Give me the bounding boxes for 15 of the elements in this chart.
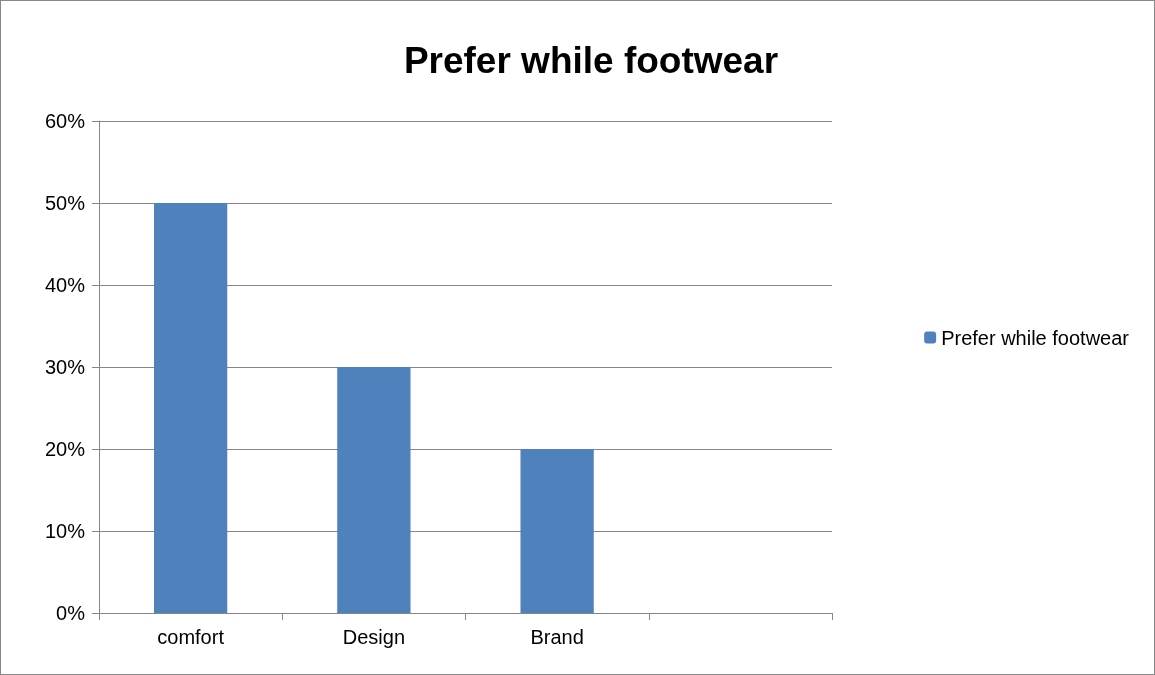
bar: [337, 367, 411, 613]
y-tick-label: 0%: [56, 602, 86, 624]
y-tick-label: 40%: [44, 274, 86, 296]
bar: [520, 449, 594, 613]
x-tick-label: Design: [342, 626, 406, 648]
y-tick-label: 20%: [44, 438, 86, 460]
x-tick-label: Brand: [530, 626, 584, 648]
y-tick-label: 60%: [44, 110, 86, 132]
x-tick-label: comfort: [157, 626, 225, 648]
legend-label: Prefer while footwear: [941, 326, 1130, 349]
y-tick-label: 30%: [44, 356, 86, 378]
y-tick-label: 50%: [44, 192, 86, 214]
bar: [153, 203, 228, 613]
chart-title: Prefer while footwear: [403, 40, 779, 81]
y-tick-label: 10%: [44, 520, 86, 542]
